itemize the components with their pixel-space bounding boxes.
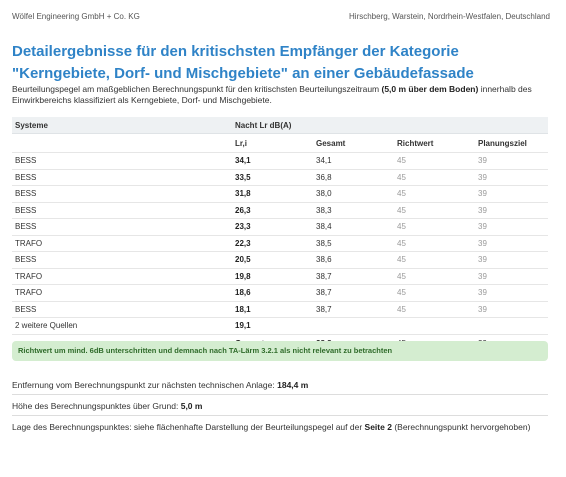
col-header-lri: Lr,i [232,133,313,153]
cell-planungsziel: 39 [475,152,548,170]
cell-lri: 22,3 [232,235,313,252]
cell-richtwert: 45 [394,202,475,219]
cell-gesamt: 38,6 [313,251,394,269]
cell-system: TRAFO [12,268,232,285]
cell-system: BESS [12,185,232,203]
table-header-row: Systeme Nacht Lr dB(A) [12,117,548,134]
cell-gesamt [313,317,394,335]
cell-gesamt: 34,1 [313,152,394,170]
cell-richtwert [394,317,475,335]
cell-system: BESS [12,301,232,318]
cell-lri: 23,3 [232,218,313,236]
cell-richtwert: 45 [394,301,475,318]
table-row: TRAFO 18,6 38,7 45 39 [12,284,548,302]
cell-richtwert: 45 [394,251,475,269]
cell-system: BESS [12,169,232,186]
cell-system: TRAFO [12,284,232,302]
company-name: Wölfel Engineering GmbH + Co. KG [12,12,140,21]
col-header-gesamt: Gesamt [313,133,394,153]
cell-planungsziel: 39 [475,202,548,219]
cell-gesamt: 38,7 [313,284,394,302]
cell-system: 2 weitere Quellen [12,317,232,335]
page-title: Detailergebnisse für den kritischsten Em… [12,43,474,82]
cell-gesamt: 38,7 [313,268,394,285]
divider [12,415,548,416]
cell-system: BESS [12,152,232,170]
cell-gesamt: 38,3 [313,202,394,219]
intro-part2: innerhalb des Einwirkbereichs klassifizi… [12,84,532,105]
col-header-planungsziel: Planungsziel [475,133,548,153]
cell-planungsziel: 39 [475,251,548,269]
table-row: BESS 31,8 38,0 45 39 [12,185,548,203]
cell-lri: 31,8 [232,185,313,203]
table-row: BESS 34,1 34,1 45 39 [12,152,548,170]
cell-lri: 18,1 [232,301,313,318]
project-location: Hirschberg, Warstein, Nordrhein-Westfale… [349,12,550,21]
cell-lri: 33,5 [232,169,313,186]
cell-gesamt: 38,5 [313,235,394,252]
col-header-empty [12,133,232,153]
cell-richtwert: 45 [394,169,475,186]
cell-richtwert: 45 [394,268,475,285]
cell-system: BESS [12,202,232,219]
intro-height: (5,0 m über dem Boden) [381,84,479,94]
cell-lri: 19,1 [232,317,313,335]
cell-richtwert: 45 [394,284,475,302]
cell-lri: 18,6 [232,284,313,302]
cell-planungsziel [475,317,548,335]
intro-part1: Beurteilungspegel am maßgeblichen Berech… [12,84,380,94]
table-row: 2 weitere Quellen 19,1 [12,317,548,335]
cell-system: BESS [12,218,232,236]
page-header: Wölfel Engineering GmbH + Co. KG Hirschb… [12,12,550,21]
cell-gesamt: 38,4 [313,218,394,236]
cell-gesamt: 38,7 [313,301,394,318]
divider [12,394,548,395]
intro-text: Beurteilungspegel am maßgeblichen Berech… [12,84,552,105]
table-row: BESS 26,3 38,3 45 39 [12,202,548,219]
table-row: BESS 20,5 38,6 45 39 [12,251,548,269]
cell-planungsziel: 39 [475,185,548,203]
col-header-richtwert: Richtwert [394,133,475,153]
location-part1: Lage des Berechnungspunktes: siehe fläch… [12,422,363,432]
cell-lri: 26,3 [232,202,313,219]
table-row: TRAFO 19,8 38,7 45 39 [12,268,548,285]
cell-system: TRAFO [12,235,232,252]
col-header-systeme: Systeme [12,117,232,134]
col-header-nacht: Nacht Lr dB(A) [232,117,548,134]
height-label: Höhe des Berechnungspunktes über Grund: [12,401,179,411]
table-row: BESS 18,1 38,7 45 39 [12,301,548,318]
cell-planungsziel: 39 [475,301,548,318]
relevance-notice: Richtwert um mind. 6dB unterschritten un… [12,341,548,361]
table-row: BESS 23,3 38,4 45 39 [12,218,548,236]
results-table: Systeme Nacht Lr dB(A) Lr,i Gesamt Richt… [12,117,548,354]
table-row: BESS 33,5 36,8 45 39 [12,169,548,186]
cell-richtwert: 45 [394,152,475,170]
cell-gesamt: 36,8 [313,169,394,186]
distance-value: 184,4 m [277,380,309,390]
cell-lri: 20,5 [232,251,313,269]
cell-planungsziel: 39 [475,235,548,252]
cell-richtwert: 45 [394,185,475,203]
cell-lri: 34,1 [232,152,313,170]
table-subheader-row: Lr,i Gesamt Richtwert Planungsziel [12,133,548,153]
cell-richtwert: 45 [394,235,475,252]
cell-planungsziel: 39 [475,218,548,236]
distance-info: Entfernung vom Berechnungspunkt zur näch… [12,380,548,391]
distance-label: Entfernung vom Berechnungspunkt zur näch… [12,380,275,390]
height-value: 5,0 m [180,401,203,411]
cell-gesamt: 38,0 [313,185,394,203]
location-page-ref: Seite 2 [364,422,392,432]
cell-planungsziel: 39 [475,284,548,302]
location-part2: (Berechnungspunkt her­vorgehoben) [394,422,531,432]
location-info: Lage des Berechnungspunktes: siehe fläch… [12,422,548,433]
cell-planungsziel: 39 [475,268,548,285]
height-info: Höhe des Berechnungspunktes über Grund: … [12,401,548,412]
cell-system: BESS [12,251,232,269]
table-row: TRAFO 22,3 38,5 45 39 [12,235,548,252]
cell-richtwert: 45 [394,218,475,236]
cell-lri: 19,8 [232,268,313,285]
cell-planungsziel: 39 [475,169,548,186]
